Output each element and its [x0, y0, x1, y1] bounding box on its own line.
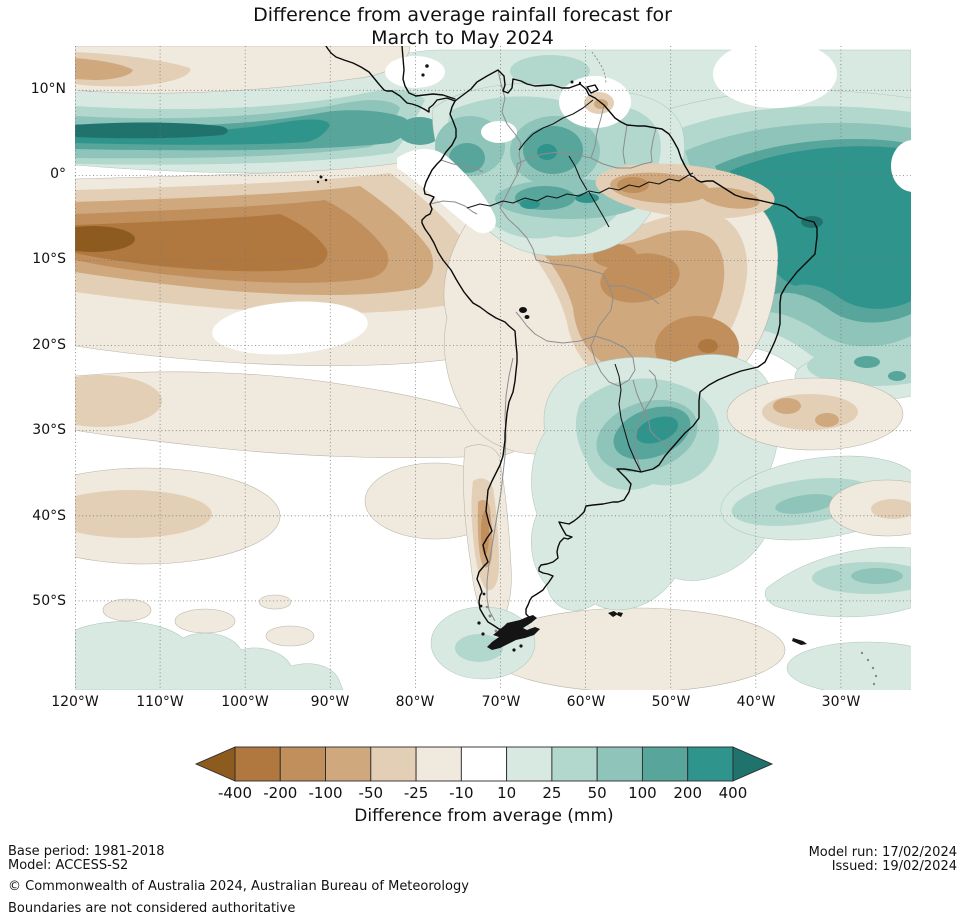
- colorbar-cell: [687, 746, 734, 782]
- issued-note: Issued: 19/02/2024: [831, 859, 957, 874]
- colorbar-cell: [551, 746, 598, 782]
- rainfall-anomaly-map: [75, 46, 911, 690]
- base-period-note: Base period: 1981-2018: [8, 844, 165, 859]
- lon-tick-label: 110°W: [136, 694, 184, 710]
- coastline-layer: [325, 46, 818, 631]
- colorbar-cell: [234, 746, 281, 782]
- colorbar-cell: [596, 746, 643, 782]
- lon-tick-label: 100°W: [221, 694, 269, 710]
- right-edge-tan-layer: [726, 377, 911, 537]
- lat-tick-label: 0°: [50, 166, 66, 182]
- colorbar-tick-label: -50: [358, 784, 384, 802]
- colorbar-tick-label: 10: [497, 784, 517, 802]
- model-note: Model: ACCESS-S2: [8, 858, 129, 873]
- colorbar-left-arrow: [194, 746, 236, 782]
- lat-tick-label: 30°S: [32, 422, 66, 438]
- rivers-layer: [466, 99, 694, 473]
- colorbar-cell: [370, 746, 417, 782]
- colorbar-cell: [279, 746, 326, 782]
- borders-layer: [429, 51, 672, 622]
- colorbar-cell: [506, 746, 553, 782]
- colorbar-tick-label: -400: [217, 784, 253, 802]
- model-run-note: Model run: 17/02/2024: [808, 845, 957, 860]
- white-pockets: [212, 46, 911, 355]
- colorbar-caption: Difference from average (mm): [354, 806, 614, 826]
- colorbar-tick-label: -100: [308, 784, 343, 802]
- boundaries-note: Boundaries are not considered authoritat…: [8, 901, 296, 916]
- lon-tick-label: 40°W: [736, 694, 776, 710]
- graticule: [75, 46, 911, 690]
- lon-tick-label: 30°W: [821, 694, 861, 710]
- colorbar-cell: [415, 746, 462, 782]
- lon-tick-label: 120°W: [51, 694, 99, 710]
- chart-title-line2: March to May 2024: [371, 27, 554, 49]
- lat-tick-label: 40°S: [32, 508, 66, 524]
- copyright-note: © Commonwealth of Australia 2024, Austra…: [8, 879, 469, 894]
- colorbar-tick-label: -25: [403, 784, 429, 802]
- colorbar-tick-label: -200: [263, 784, 298, 802]
- lat-tick-label: 10°N: [30, 81, 66, 97]
- lon-tick-label: 50°W: [651, 694, 691, 710]
- colorbar-tick-label: 50: [587, 784, 607, 802]
- colorbar-right-arrow: [732, 746, 774, 782]
- chart-title: Difference from average rainfall forecas…: [0, 4, 925, 50]
- islands-layer: [316, 64, 878, 686]
- colorbar-tick-label: 100: [628, 784, 657, 802]
- lat-tick-label: 20°S: [32, 337, 66, 353]
- lon-tick-label: 80°W: [395, 694, 435, 710]
- colorbar-cell: [460, 746, 508, 782]
- colorbar-tick-label: -10: [449, 784, 474, 802]
- colorbar: [194, 746, 774, 782]
- colorbar-cell: [641, 746, 689, 782]
- amazon-mouth-brown: [584, 92, 775, 219]
- lat-tick-label: 50°S: [32, 593, 66, 609]
- colorbar-tick-label: 200: [673, 784, 702, 802]
- lat-tick-label: 10°S: [32, 251, 66, 267]
- lon-tick-label: 60°W: [566, 694, 606, 710]
- colorbar-tick-label: 400: [718, 784, 748, 802]
- lon-tick-label: 70°W: [481, 694, 521, 710]
- colorbar-cell: [325, 746, 372, 782]
- lon-tick-label: 90°W: [310, 694, 350, 710]
- chart-title-line1: Difference from average rainfall forecas…: [253, 4, 672, 26]
- colorbar-tick-label: 25: [542, 784, 562, 802]
